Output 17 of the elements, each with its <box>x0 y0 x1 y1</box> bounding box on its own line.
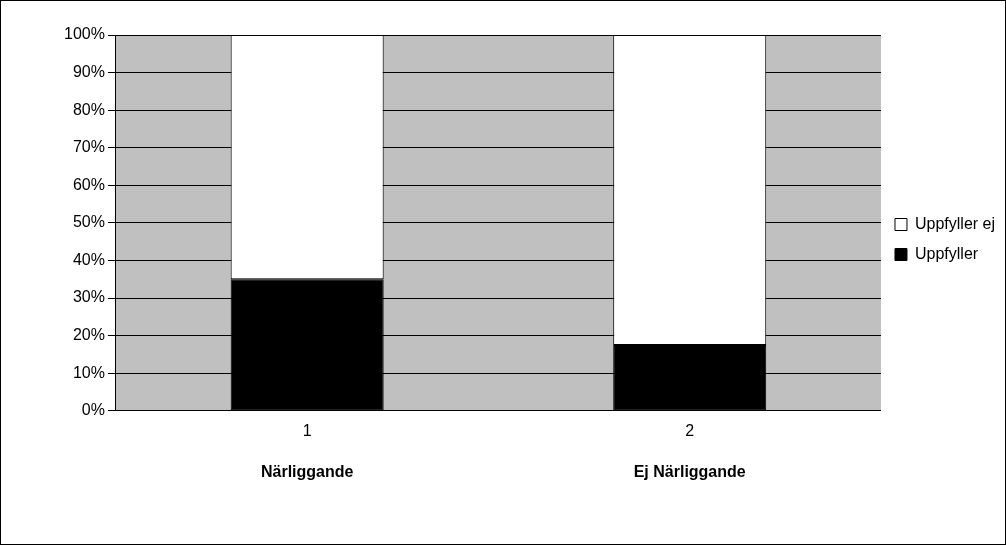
y-tick-label: 10% <box>72 363 105 381</box>
y-tick-label: 70% <box>72 138 105 156</box>
y-tick-label: 80% <box>72 100 105 118</box>
y-tick-label: 50% <box>72 213 105 231</box>
y-tick-label: 30% <box>72 288 105 306</box>
y-tick-label: 90% <box>72 62 105 80</box>
y-tick-label: 0% <box>81 401 105 419</box>
legend-label: Uppfyller ej <box>914 214 995 232</box>
legend-label: Uppfyller <box>914 244 979 262</box>
y-tick-label: 60% <box>72 175 105 193</box>
y-tick-label: 100% <box>64 25 105 43</box>
y-tick-label: 20% <box>72 326 105 344</box>
text: Ej Närliggande <box>633 463 746 481</box>
text: Närliggande <box>260 463 354 481</box>
x-tick-label: 2 <box>685 421 695 439</box>
y-tick-label: 40% <box>72 250 105 268</box>
x-tick-label: 1 <box>302 421 312 439</box>
